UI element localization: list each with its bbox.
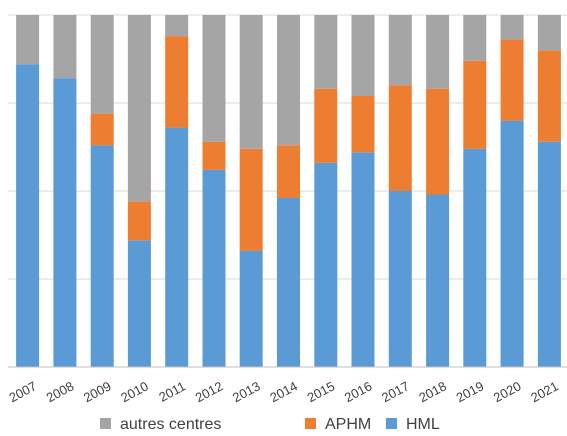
- legend: autres centres APHM HML: [100, 416, 440, 433]
- legend-swatch-hml: [386, 418, 397, 429]
- bar-autres-centres-2007: [16, 15, 40, 65]
- x-tick-label-2019: 2019: [454, 378, 487, 405]
- x-tick-label-2020: 2020: [491, 378, 524, 405]
- bar-autres-centres-2012: [202, 15, 226, 142]
- x-tick-label-2011: 2011: [156, 378, 188, 404]
- bar-autres-centres-2008: [53, 15, 77, 79]
- bar-hml-2021: [537, 141, 561, 367]
- x-tick-label-2021: 2021: [528, 378, 561, 405]
- bar-autres-centres-2021: [537, 15, 561, 51]
- bar-aphm-2014: [277, 145, 300, 198]
- x-tick-label-2015: 2015: [305, 378, 338, 405]
- bar-aphm-2015: [314, 88, 338, 163]
- bar-hml-2008: [53, 78, 77, 368]
- bars: [16, 15, 561, 368]
- bar-aphm-2011: [165, 36, 189, 128]
- bar-autres-centres-2015: [314, 15, 338, 89]
- bar-autres-centres-2016: [351, 15, 375, 96]
- x-tick-label-2013: 2013: [230, 378, 263, 405]
- bar-autres-centres-2014: [277, 15, 300, 146]
- x-tick-label-2018: 2018: [416, 378, 449, 405]
- bar-aphm-2018: [426, 88, 450, 195]
- bar-hml-2012: [202, 169, 226, 367]
- bar-aphm-2017: [388, 85, 412, 191]
- x-tick-label-2010: 2010: [118, 378, 151, 405]
- bar-aphm-2021: [537, 50, 561, 142]
- x-tick-label-2016: 2016: [342, 378, 375, 405]
- bar-hml-2017: [388, 191, 412, 367]
- bar-autres-centres-2018: [426, 15, 450, 89]
- bar-aphm-2020: [500, 39, 524, 121]
- bar-autres-centres-2020: [500, 15, 524, 40]
- bar-aphm-2013: [239, 148, 263, 251]
- legend-label-autres-centres: autres centres: [120, 416, 221, 433]
- legend-swatch-aphm: [305, 418, 316, 429]
- bar-aphm-2019: [463, 60, 487, 149]
- bar-autres-centres-2013: [239, 15, 263, 149]
- legend-swatch-autres-centres: [100, 418, 111, 429]
- bar-hml-2010: [127, 240, 151, 367]
- bar-autres-centres-2010: [127, 15, 151, 202]
- bar-hml-2009: [90, 145, 114, 367]
- x-tick-label-2017: 2017: [379, 378, 412, 405]
- bar-aphm-2012: [202, 141, 226, 170]
- bar-hml-2020: [500, 120, 524, 367]
- bar-hml-2014: [277, 198, 300, 367]
- bar-aphm-2010: [127, 201, 151, 241]
- bar-hml-2013: [239, 250, 263, 367]
- bar-hml-2015: [314, 162, 338, 367]
- bar-hml-2016: [351, 152, 375, 367]
- x-tick-labels: 2007 2008 2009 2010 2011 2012 2013 2014 2015 2016…: [6, 378, 560, 405]
- x-tick-label-2014: 2014: [267, 378, 300, 405]
- bar-hml-2007: [16, 64, 40, 368]
- bar-autres-centres-2019: [463, 15, 487, 61]
- legend-label-aphm: APHM: [325, 416, 371, 433]
- bar-autres-centres-2011: [165, 15, 189, 37]
- legend-label-hml: HML: [406, 416, 440, 433]
- x-tick-label-2007: 2007: [6, 378, 39, 405]
- bar-hml-2019: [463, 148, 487, 367]
- bar-aphm-2016: [351, 96, 375, 153]
- bar-aphm-2009: [90, 113, 114, 146]
- bar-hml-2011: [165, 127, 189, 367]
- x-tick-label-2009: 2009: [81, 378, 114, 405]
- x-tick-label-2012: 2012: [193, 378, 226, 405]
- x-tick-label-2008: 2008: [44, 378, 77, 405]
- bar-autres-centres-2017: [388, 15, 412, 86]
- bar-autres-centres-2009: [90, 15, 114, 114]
- bar-hml-2018: [426, 194, 450, 367]
